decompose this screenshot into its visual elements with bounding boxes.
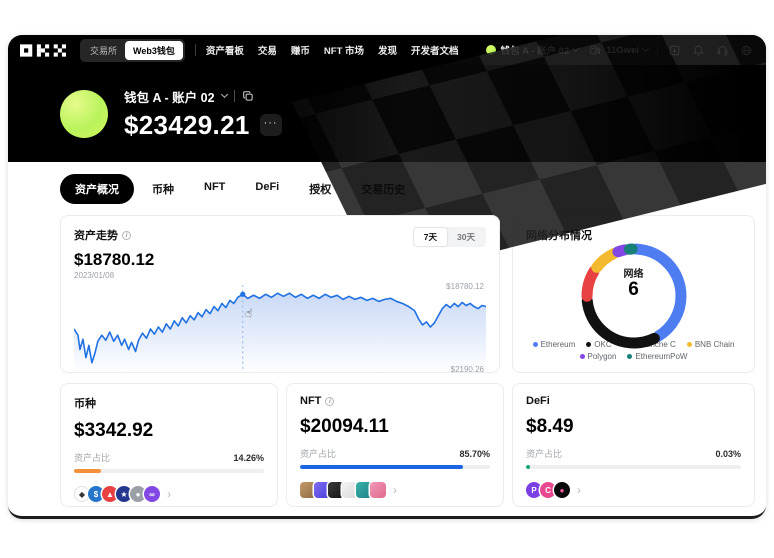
coins-ratio-percent: 14.26% bbox=[233, 452, 264, 463]
app-window: 交易所 Web3钱包 资产看板 交易 赚币 NFT 市场 发现 开发者文档 钱包 A - … bbox=[8, 35, 766, 519]
nav-item-2[interactable]: 赚币 bbox=[290, 46, 310, 57]
info-icon: i bbox=[325, 396, 335, 406]
donut-center-value: 6 bbox=[628, 279, 639, 301]
chevron-down-icon[interactable] bbox=[220, 90, 228, 99]
coins-progress-fill bbox=[74, 469, 102, 473]
coin-icon-1: C bbox=[540, 482, 556, 498]
trend-value: $18780.12 bbox=[74, 250, 155, 269]
account-avatar bbox=[486, 45, 497, 55]
nft-card-title: NFT bbox=[300, 395, 322, 407]
trend-card-title: 资产走势 bbox=[74, 230, 118, 242]
chevron-right-icon[interactable]: › bbox=[577, 483, 581, 497]
mode-toggle: 交易所 Web3钱包 bbox=[80, 38, 185, 62]
chart-max-label: $18780.12 bbox=[446, 282, 484, 291]
legend-dot-icon bbox=[532, 342, 538, 347]
chevron-right-icon[interactable]: › bbox=[167, 487, 171, 501]
topbar-nav: 资产看板 交易 赚币 NFT 市场 发现 开发者文档 bbox=[206, 43, 459, 57]
legend-dot-icon bbox=[579, 354, 585, 359]
defi-value: $8.49 bbox=[526, 416, 574, 437]
nft-card: NFT i $20094.11 资产占比 85.70% › bbox=[286, 383, 504, 507]
range-toggle: 7天 30天 bbox=[412, 227, 486, 247]
more-actions-button[interactable]: ··· bbox=[259, 114, 282, 136]
legend-item: BNB Chain bbox=[686, 340, 734, 349]
nft-ratio-percent: 85.70% bbox=[459, 448, 490, 459]
wallet-name: 钱包 A - 账户 02 bbox=[124, 90, 215, 105]
nav-item-3[interactable]: NFT 市场 bbox=[323, 46, 365, 57]
chevron-right-icon[interactable]: › bbox=[393, 483, 397, 497]
legend-item: Polygon bbox=[579, 352, 616, 361]
main-content: 资产走势 i 7天 30天 $18780.12 2023/01/08 bbox=[8, 204, 766, 507]
toggle-web3-wallet[interactable]: Web3钱包 bbox=[125, 40, 183, 60]
coins-progress-track bbox=[74, 469, 264, 473]
defi-ratio-percent: 0.03% bbox=[715, 448, 741, 459]
wallet-header: 钱包 A - 账户 02 $23429.21 ··· bbox=[8, 65, 766, 162]
divider bbox=[194, 44, 196, 56]
thumb-icon-3 bbox=[342, 482, 358, 498]
asset-trend-card: 资产走势 i 7天 30天 $18780.12 2023/01/08 bbox=[60, 215, 500, 374]
total-balance: $23429.21 bbox=[124, 109, 250, 140]
wallet-avatar bbox=[60, 89, 108, 138]
tab-0[interactable]: 资产概况 bbox=[60, 174, 134, 204]
defi-card-title: DeFi bbox=[526, 395, 550, 407]
legend-item: Ethereum bbox=[532, 340, 575, 349]
trend-chart[interactable]: $18780.12 $2190.26 ☝ bbox=[74, 282, 486, 374]
network-donut-chart: 网络 6 bbox=[574, 243, 694, 349]
coins-card-title: 币种 bbox=[74, 398, 96, 410]
coins-card: 币种 $3342.92 资产占比 14.26% ◆ $ ▲ ★ ● ∞ › bbox=[60, 383, 278, 507]
coin-icon-2: ● bbox=[554, 482, 570, 498]
range-7d-button[interactable]: 7天 bbox=[413, 228, 448, 246]
coin-icon-0: P bbox=[526, 482, 542, 498]
info-icon: i bbox=[122, 230, 131, 240]
nav-item-4[interactable]: 发现 bbox=[378, 46, 398, 57]
legend-item: EthereumPoW bbox=[627, 352, 687, 361]
defi-progress-fill bbox=[526, 465, 531, 469]
thumb-icon-2 bbox=[328, 482, 344, 498]
thumb-icon-5 bbox=[370, 482, 386, 498]
chart-min-label: $2190.26 bbox=[450, 365, 484, 374]
nav-item-5[interactable]: 开发者文档 bbox=[411, 46, 459, 57]
nft-value: $20094.11 bbox=[300, 416, 389, 437]
okx-logo-icon[interactable] bbox=[20, 43, 66, 57]
coin-icon-5: ∞ bbox=[144, 486, 160, 502]
tab-2[interactable]: NFT bbox=[204, 181, 226, 193]
nft-thumbnails bbox=[300, 482, 386, 498]
copy-address-icon[interactable] bbox=[242, 90, 254, 102]
legend-dot-icon bbox=[686, 342, 692, 347]
coins-value: $3342.92 bbox=[74, 420, 154, 441]
network-distribution-card: 网络分布情况 网络 6 Ethereum OKC Avalanche C BNB Ch… bbox=[512, 215, 755, 373]
tab-1[interactable]: 币种 bbox=[152, 184, 174, 196]
nft-progress-fill bbox=[300, 465, 463, 469]
thumb-icon-0 bbox=[300, 482, 316, 498]
thumb-icon-1 bbox=[314, 482, 330, 498]
trend-date: 2023/01/08 bbox=[74, 271, 115, 280]
nav-item-0[interactable]: 资产看板 bbox=[205, 46, 244, 57]
coin-icon-0: ◆ bbox=[74, 486, 90, 502]
toggle-exchange[interactable]: 交易所 bbox=[90, 45, 118, 56]
coin-icon-1: $ bbox=[88, 486, 104, 502]
thumb-icon-4 bbox=[356, 482, 372, 498]
tab-3[interactable]: DeFi bbox=[255, 181, 280, 193]
coins-ratio-label: 资产占比 bbox=[74, 453, 111, 463]
donut-center-label: 网络 bbox=[623, 269, 644, 281]
coins-token-icons: ◆ $ ▲ ★ ● ∞ bbox=[74, 486, 160, 502]
legend-dot-icon bbox=[586, 342, 592, 347]
tab-4[interactable]: 授权 bbox=[309, 184, 332, 196]
range-30d-button[interactable]: 30天 bbox=[457, 232, 475, 242]
legend-dot-icon bbox=[627, 354, 633, 359]
nav-item-1[interactable]: 交易 bbox=[257, 46, 277, 57]
defi-ratio-label: 资产占比 bbox=[526, 449, 563, 459]
coin-icon-2: ▲ bbox=[102, 486, 118, 502]
nft-ratio-label: 资产占比 bbox=[300, 449, 337, 459]
defi-progress-track bbox=[526, 465, 741, 469]
divider bbox=[233, 90, 235, 102]
coin-icon-4: ● bbox=[130, 486, 146, 502]
coin-icon-3: ★ bbox=[116, 486, 132, 502]
defi-card: DeFi $8.49 资产占比 0.03% P C ● › bbox=[512, 383, 755, 507]
defi-protocol-icons: P C ● bbox=[526, 482, 570, 498]
legend-item: OKC bbox=[586, 340, 612, 349]
nft-progress-track bbox=[300, 465, 490, 469]
